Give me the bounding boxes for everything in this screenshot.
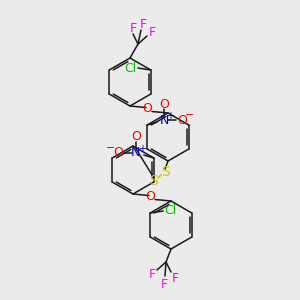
Text: S: S bbox=[160, 165, 169, 179]
Text: N: N bbox=[160, 113, 169, 127]
Text: O: O bbox=[145, 190, 155, 203]
Text: Cl: Cl bbox=[125, 61, 137, 74]
Text: +: + bbox=[166, 111, 174, 121]
Text: F: F bbox=[129, 22, 137, 34]
Text: F: F bbox=[171, 272, 178, 284]
Text: O: O bbox=[159, 98, 169, 110]
Text: O: O bbox=[142, 102, 152, 115]
Text: F: F bbox=[140, 17, 147, 31]
Text: O: O bbox=[131, 130, 141, 143]
Text: −: − bbox=[184, 110, 194, 120]
Text: N: N bbox=[131, 146, 140, 160]
Text: O: O bbox=[177, 113, 187, 127]
Text: S: S bbox=[150, 174, 158, 188]
Text: F: F bbox=[160, 278, 168, 290]
Text: −: − bbox=[106, 143, 116, 153]
Text: F: F bbox=[148, 26, 156, 38]
Text: O: O bbox=[113, 146, 123, 160]
Text: +: + bbox=[138, 144, 146, 154]
Text: Cl: Cl bbox=[164, 205, 176, 218]
Text: F: F bbox=[148, 268, 156, 281]
